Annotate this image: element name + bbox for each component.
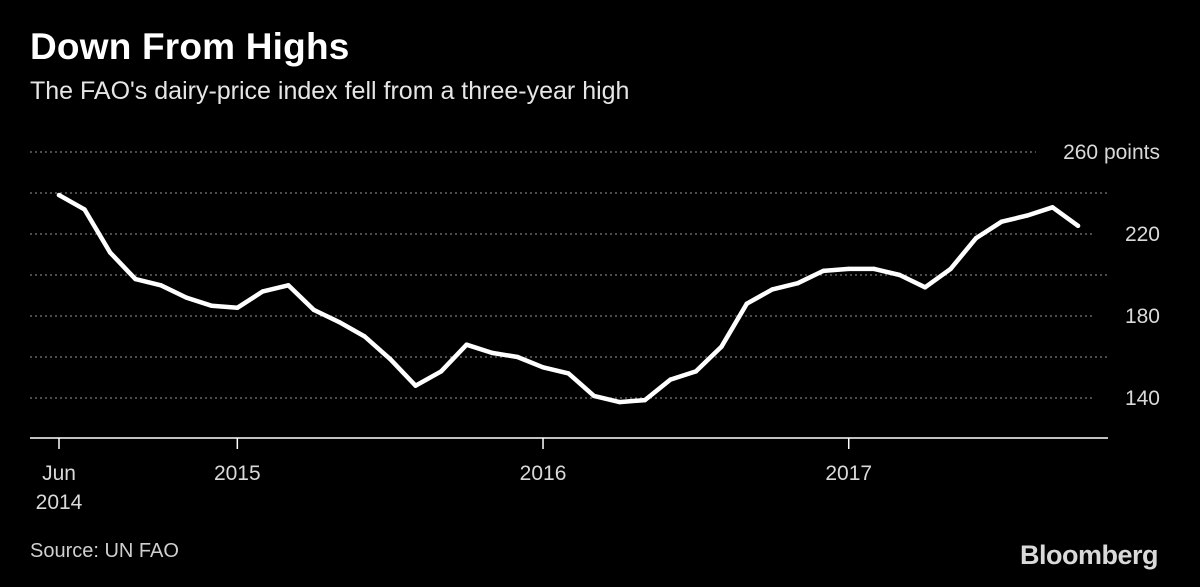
bloomberg-logo: Bloomberg xyxy=(1019,540,1159,570)
data-point xyxy=(515,354,520,360)
data-point xyxy=(489,350,495,356)
data-point xyxy=(362,334,367,339)
y-tick-label: 140 xyxy=(1125,387,1160,410)
data-point xyxy=(286,283,291,288)
data-point xyxy=(260,289,265,294)
data-point xyxy=(82,207,87,212)
data-point xyxy=(311,307,316,313)
data-point xyxy=(158,283,164,288)
data-point xyxy=(999,219,1004,224)
x-tick-label: 2015 xyxy=(214,462,261,485)
data-point xyxy=(235,305,240,310)
y-tick-label: 260 points xyxy=(1063,141,1160,164)
data-point xyxy=(642,397,648,403)
series-line-dairy-index xyxy=(56,192,1081,405)
data-point xyxy=(1024,213,1030,218)
data-point xyxy=(973,235,979,241)
data-point xyxy=(337,319,342,325)
y-tick-label: 180 xyxy=(1125,305,1160,328)
chart-title: Down From Highs xyxy=(30,26,350,67)
data-point xyxy=(107,250,113,255)
y-tick-label: 220 xyxy=(1125,223,1160,246)
data-point xyxy=(693,369,699,374)
data-point xyxy=(668,377,673,382)
data-point xyxy=(540,365,546,370)
x-tick-label: 2017 xyxy=(825,462,872,485)
data-point xyxy=(617,399,622,405)
data-point xyxy=(922,285,928,290)
data-point xyxy=(413,383,418,388)
chart-subtitle: The FAO's dairy-price index fell from a … xyxy=(30,77,630,105)
data-point xyxy=(56,192,62,198)
data-point xyxy=(948,266,953,272)
data-point xyxy=(872,266,877,272)
data-point xyxy=(846,266,851,272)
data-point xyxy=(209,303,214,308)
data-point xyxy=(795,281,800,286)
data-point xyxy=(438,369,444,374)
x-tick-label: Jun xyxy=(42,462,76,485)
data-point xyxy=(133,276,138,282)
source-note: Source: UN FAO xyxy=(30,540,179,562)
data-point xyxy=(1050,205,1055,210)
data-point xyxy=(1075,223,1081,228)
data-point xyxy=(591,393,597,399)
x-tick-label: 2016 xyxy=(520,462,567,485)
x-tick-label-year: 2014 xyxy=(36,491,83,514)
data-point xyxy=(744,301,749,306)
data-point xyxy=(897,272,902,278)
data-point xyxy=(821,268,826,274)
data-point xyxy=(184,295,189,300)
data-point xyxy=(566,371,571,376)
data-point xyxy=(770,287,775,292)
data-point xyxy=(388,356,393,362)
data-point xyxy=(719,344,724,349)
data-point xyxy=(464,342,469,347)
